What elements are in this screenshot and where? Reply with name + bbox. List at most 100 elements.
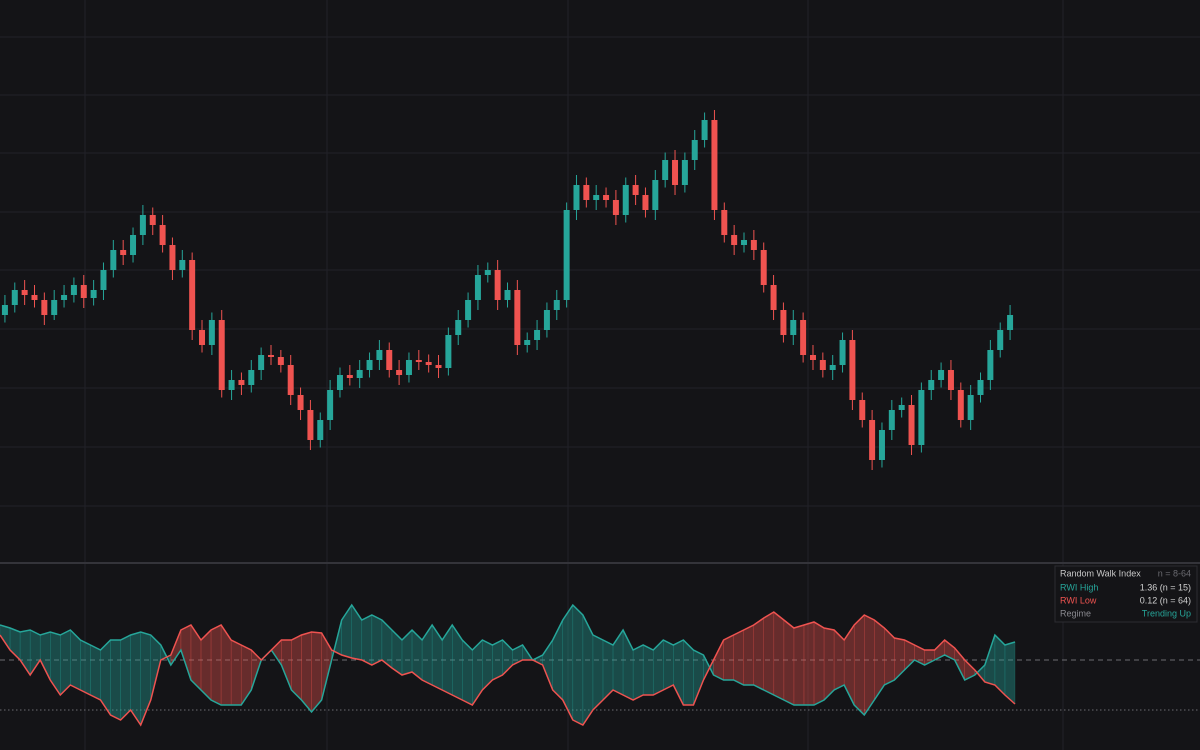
rwi-fill (90, 644, 101, 701)
rwi-fill (421, 624, 433, 686)
rwi-fill (401, 629, 413, 676)
candle-body (849, 340, 856, 400)
candle-body (267, 355, 274, 357)
candle-body (494, 270, 501, 300)
rwi-fill (612, 629, 624, 696)
candle-body (425, 362, 432, 365)
rwi-fill (462, 639, 473, 706)
candle-body (780, 310, 787, 335)
candle-body (474, 275, 481, 300)
rwi-fill (492, 639, 503, 681)
rwi-fill (200, 629, 212, 701)
candle-body (465, 300, 472, 320)
candle-body (149, 215, 156, 225)
candle-body (691, 140, 698, 160)
rwi-fill (441, 624, 453, 696)
candle-body (317, 420, 324, 440)
rwi-fill (190, 624, 202, 691)
rwi-fill (281, 639, 292, 691)
candle-body (553, 300, 560, 310)
candle-body (277, 357, 284, 365)
candle-body (888, 410, 895, 430)
candle-body (179, 260, 186, 270)
candle-body (376, 350, 383, 360)
candle-body (70, 285, 77, 295)
legend-value: 0.12 (n = 64) (1140, 595, 1191, 605)
candle-body (583, 185, 590, 200)
candle-body (839, 340, 846, 365)
candle-body (346, 375, 353, 378)
candle-body (356, 370, 363, 378)
rwi-fill (803, 621, 815, 706)
candle-body (228, 380, 235, 390)
rwi-line (0, 603, 1016, 717)
rwi-fill (552, 619, 564, 701)
rwi-fill (793, 624, 805, 706)
candle-body (534, 330, 541, 340)
candle-body (622, 185, 629, 215)
candle-body (672, 160, 679, 185)
price-panel (1, 110, 1014, 470)
rwi-fill (642, 644, 654, 696)
rwi-fill (39, 631, 51, 681)
rwi-fill (743, 624, 754, 686)
candle-body (51, 300, 58, 315)
candle-body (681, 160, 688, 185)
candle-body (967, 395, 974, 420)
legend-subtitle: n = 8-64 (1158, 568, 1191, 578)
rwi-line (0, 611, 1016, 727)
candle-body (455, 320, 462, 335)
candle-body (632, 185, 639, 195)
rwi-fill (210, 624, 222, 706)
candle-body (1, 305, 8, 315)
rwi-fill (100, 639, 111, 716)
rwi-fill (80, 639, 91, 696)
legend-value: 1.36 (n = 15) (1140, 582, 1191, 592)
candle-body (159, 225, 166, 245)
legend-title: Random Walk Index (1060, 568, 1141, 578)
rwi-fill (110, 639, 121, 721)
rwi-fill (60, 629, 71, 696)
rwi-fill (813, 621, 825, 706)
rwi-fill (371, 614, 383, 666)
candle-body (218, 320, 225, 390)
candle-body (662, 160, 669, 180)
candle-body (829, 365, 836, 370)
rwi-fill (230, 639, 242, 706)
candle-body (790, 320, 797, 335)
candle-body (701, 120, 708, 140)
candle-body (563, 210, 570, 300)
candle-body (642, 195, 649, 210)
rwi-fill (49, 631, 61, 696)
candle-body (938, 370, 945, 380)
candle-body (31, 295, 38, 300)
candle-body (760, 250, 767, 285)
candle-body (248, 370, 255, 385)
rwi-fill (853, 614, 865, 716)
legend-box (1054, 565, 1198, 623)
legend-label: RWI Low (1060, 595, 1097, 605)
rwi-fill (632, 644, 644, 701)
candle-body (987, 350, 994, 380)
candle-body (898, 405, 905, 410)
candle-body (977, 380, 984, 395)
candle-body (908, 405, 915, 445)
candle-body (869, 420, 876, 460)
candle-body (800, 320, 807, 355)
candle-body (307, 410, 314, 440)
rwi-fill (864, 614, 875, 716)
rwi-fill (120, 634, 131, 721)
rwi-fill (592, 634, 604, 711)
candle-body (809, 355, 816, 360)
candle-body (297, 395, 304, 410)
legend-label: RWI High (1060, 582, 1098, 592)
rwi-fill (894, 637, 905, 681)
rwi-fill (301, 631, 312, 713)
candle-body (741, 240, 748, 245)
candle-body (287, 365, 294, 395)
rwi-fill (693, 649, 704, 706)
candle-body (336, 375, 343, 390)
candle-body (593, 195, 600, 200)
candle-body (415, 360, 422, 362)
candle-body (445, 335, 452, 368)
